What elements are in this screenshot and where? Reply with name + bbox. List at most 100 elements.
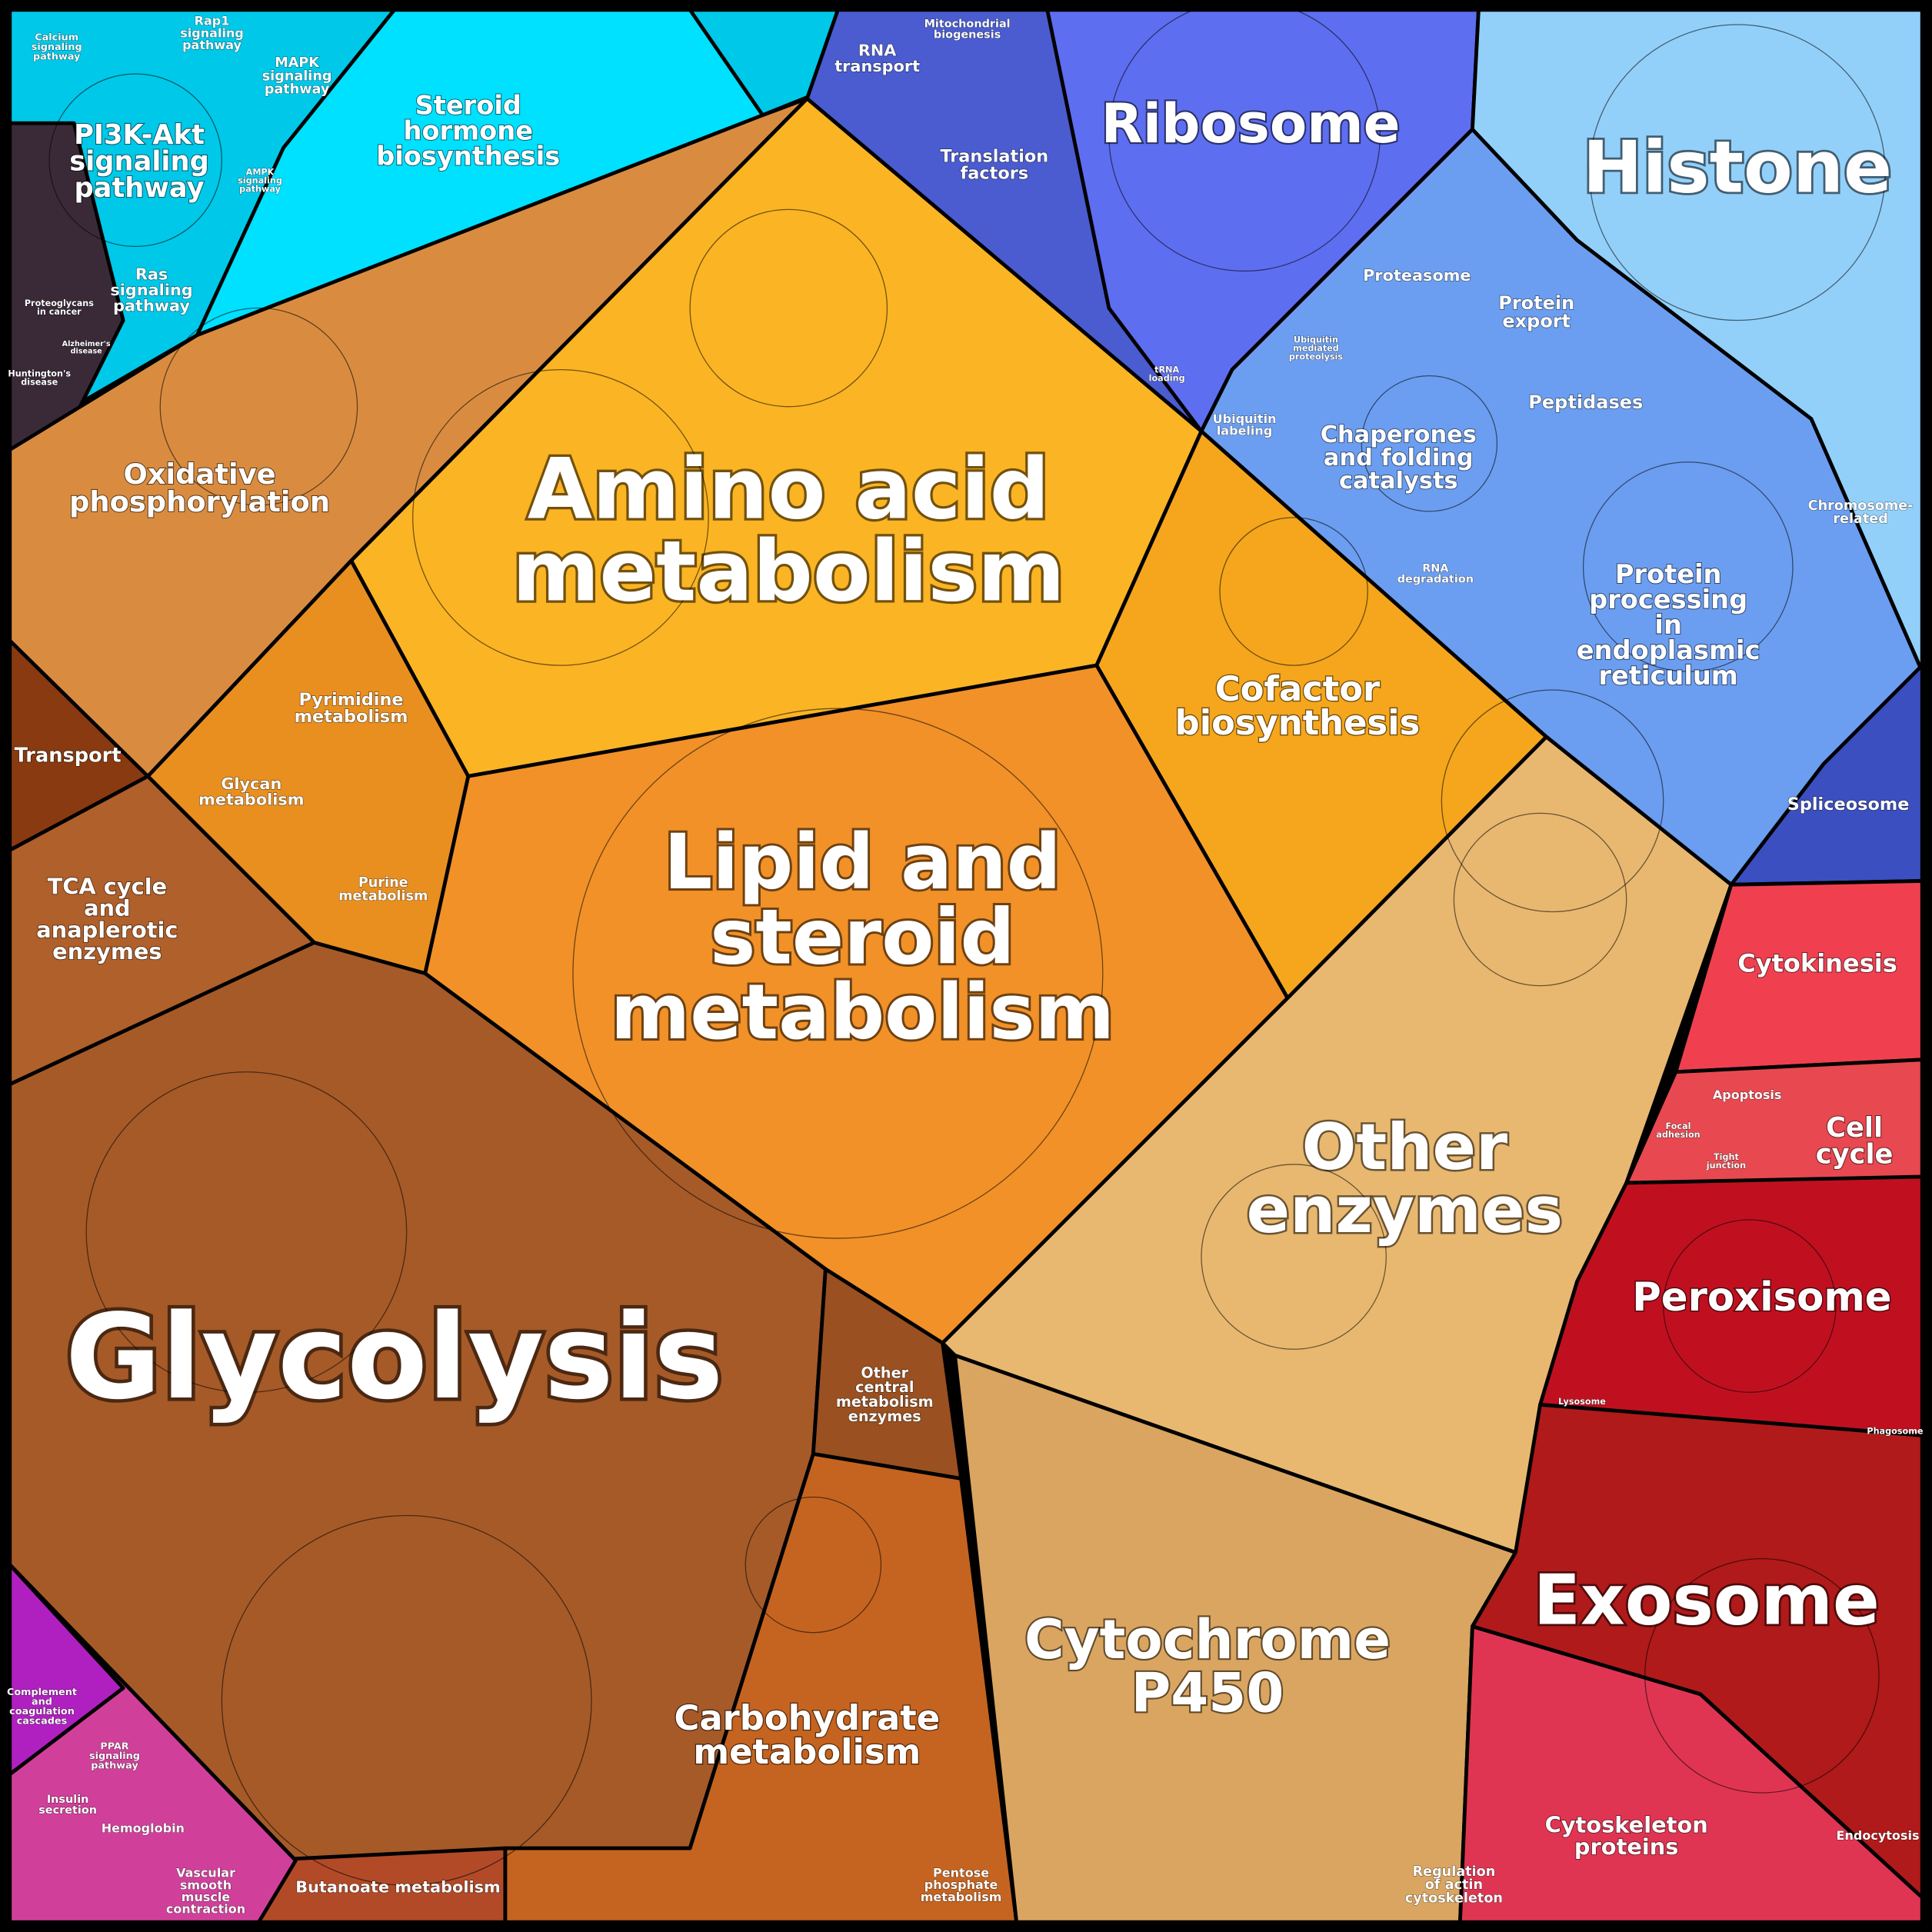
label-line: adhesion (1656, 1130, 1700, 1140)
cell (1201, 1164, 1387, 1350)
label-line: contraction (166, 1901, 245, 1916)
region-label: Cytoskeleton proteins (1545, 1812, 1708, 1860)
region-label: PPAR signaling pathway (89, 1740, 140, 1771)
label-line: pathway (239, 184, 281, 194)
region-label: Peptidases (1528, 391, 1643, 413)
label-line: pathway (265, 82, 330, 98)
region-label: Apoptosis (1713, 1088, 1782, 1102)
region-label: Alzheimer's disease (62, 340, 111, 355)
region-label: MAPK signaling pathway (262, 55, 332, 98)
label-line: signaling (32, 41, 82, 52)
region-label: tRNA loading (1149, 365, 1185, 384)
label-line: Huntington's (8, 368, 71, 378)
label-line: mediated (1293, 343, 1339, 353)
label-line: cycle (1816, 1138, 1894, 1170)
region-label: Lipid and steroid metabolism (611, 819, 1114, 1058)
label-line: Amino acid (528, 440, 1050, 538)
label-line: coagulation (9, 1706, 75, 1717)
region-label: Pyrimidine metabolism (295, 690, 408, 727)
label-line: biosynthesis (1175, 702, 1421, 743)
region-label: Insulin secretion (38, 1794, 97, 1817)
label-line: signaling (238, 176, 282, 186)
region-label: Carbohydrate metabolism (674, 1697, 940, 1772)
label-line: reticulum (1598, 660, 1737, 690)
region-label: Glycan metabolism (198, 774, 304, 808)
region-label: RNA transport (834, 42, 920, 75)
cell (1644, 1557, 1880, 1794)
label-line: Apoptosis (1713, 1088, 1782, 1102)
label-line: signaling (69, 145, 209, 177)
label-line: phosphorylation (69, 485, 330, 518)
label-line: RNA (1422, 562, 1449, 575)
label-line: cascades (17, 1715, 68, 1727)
label-line: Steroid (415, 90, 521, 120)
label-line: processing (1589, 584, 1747, 614)
label-line: and (32, 1696, 52, 1707)
region-label: Spliceosome (1787, 794, 1910, 814)
label-line: export (1502, 311, 1571, 332)
label-line: Ribosome (1101, 92, 1401, 155)
label-line: metabolism (836, 1392, 934, 1410)
label-line: Hemoglobin (102, 1820, 185, 1835)
region-label: Huntington's disease (8, 368, 71, 387)
region-label: Chaperones and folding catalysts (1321, 421, 1477, 495)
label-line: and folding (1324, 444, 1474, 471)
label-line: Proteasome (1363, 266, 1471, 285)
label-line: pathway (182, 37, 242, 52)
region-label: Ubiquitin mediated proteolysis (1289, 335, 1344, 361)
label-line: Other (861, 1364, 908, 1381)
label-line: Chromosome- (1808, 498, 1914, 514)
cell (744, 1496, 882, 1634)
label-line: Protein (1498, 292, 1574, 314)
label-line: Tight (1714, 1152, 1739, 1162)
label-line: Complement (7, 1686, 77, 1697)
region-label: Amino acid metabolism (512, 440, 1065, 620)
label-line: AMPK (246, 168, 275, 178)
label-line: muscle (182, 1889, 231, 1904)
label-line: Insulin (47, 1794, 89, 1806)
label-line: Cytokinesis (1737, 948, 1897, 978)
label-line: transport (834, 57, 920, 75)
label-line: Other (1302, 1110, 1508, 1184)
region-label: Ubiquitin labeling (1213, 411, 1277, 438)
region-label: Butanoate metabolism (295, 1877, 500, 1896)
label-line: Alzheimer's (62, 340, 111, 348)
label-line: Regulation (1413, 1864, 1496, 1880)
region-label: Vascular smooth muscle contraction (166, 1865, 245, 1916)
region-label: Cytokinesis (1737, 948, 1897, 978)
label-line: TCA cycle (48, 873, 168, 899)
label-line: Protein (1615, 558, 1722, 588)
region-label: RNA degradation (1397, 562, 1474, 585)
region-label: Tight junction (1706, 1152, 1746, 1171)
region-label: Other enzymes (1247, 1110, 1563, 1247)
region-label: Histone (1583, 126, 1892, 209)
label-line: disease (71, 347, 103, 355)
label-line: signaling (180, 25, 244, 40)
cell (1219, 517, 1368, 666)
region-label: Mitochondrial biogenesis (924, 18, 1011, 41)
cell (1441, 689, 1664, 913)
label-line: phosphate (924, 1877, 998, 1892)
region-label: Proteasome (1363, 266, 1471, 285)
label-line: loading (1149, 374, 1185, 384)
region-label: Translation factors (940, 146, 1048, 183)
label-line: Cofactor (1215, 668, 1380, 709)
label-line: secretion (38, 1804, 97, 1817)
label-line: catalysts (1339, 467, 1458, 494)
region-label: TCA cycle and anaplerotic enzymes (36, 873, 178, 964)
region-label: Purine metabolism (338, 875, 428, 904)
cell (1453, 812, 1627, 987)
region-label: Peroxisome (1632, 1274, 1891, 1321)
label-line: signaling (110, 281, 192, 299)
region-label: Regulation of actin cytoskeleton (1405, 1864, 1503, 1907)
label-line: metabolism (693, 1731, 921, 1772)
label-line: Glycan (221, 774, 281, 793)
cell (1582, 461, 1794, 672)
region-label: AMPK signaling pathway (238, 168, 282, 195)
label-line: factors (961, 163, 1029, 183)
region-label: Exosome (1534, 1561, 1880, 1641)
label-line: Oxidative (123, 457, 275, 490)
